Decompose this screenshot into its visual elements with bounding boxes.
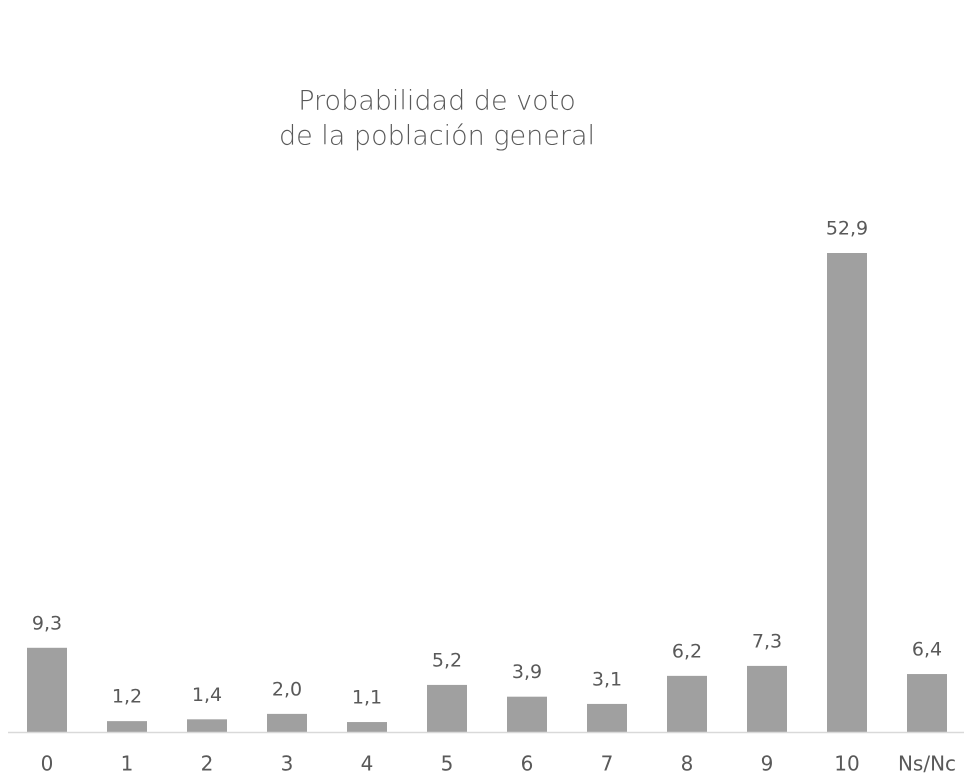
bar <box>107 721 147 732</box>
x-tick-label: 5 <box>441 752 454 775</box>
x-tick-label: 4 <box>361 752 374 775</box>
value-label: 3,9 <box>512 661 542 683</box>
bar <box>667 675 707 732</box>
x-tick-label: Ns/Nc <box>898 752 956 775</box>
bar <box>347 722 387 732</box>
x-tick-label: 8 <box>681 752 694 775</box>
value-label: 5,2 <box>432 649 462 671</box>
x-tick-label: 0 <box>41 752 54 775</box>
x-tick-label: 10 <box>834 752 859 775</box>
bar <box>267 713 307 732</box>
x-tick-label: 9 <box>761 752 774 775</box>
value-label: 1,2 <box>112 686 142 708</box>
bar <box>507 696 547 732</box>
value-label: 7,3 <box>752 630 782 652</box>
bar <box>587 703 627 732</box>
bar <box>827 253 867 732</box>
value-label: 6,2 <box>672 640 702 662</box>
x-tick-label: 3 <box>281 752 294 775</box>
value-label: 6,4 <box>912 639 942 661</box>
x-tick-label: 7 <box>601 752 614 775</box>
value-label: 3,1 <box>592 668 622 690</box>
x-tick-label: 6 <box>521 752 534 775</box>
bar <box>907 674 947 732</box>
value-label: 2,0 <box>272 678 302 700</box>
value-label: 1,1 <box>352 687 382 709</box>
bar <box>27 647 67 732</box>
chart-title: de la población general <box>279 121 595 152</box>
bar <box>187 719 227 732</box>
chart-title: Probabilidad de voto <box>298 86 576 117</box>
value-label: 52,9 <box>826 218 868 240</box>
bar <box>747 665 787 732</box>
bar <box>427 684 467 732</box>
x-tick-label: 2 <box>201 752 214 775</box>
x-tick-label: 1 <box>121 752 134 775</box>
value-label: 9,3 <box>32 612 62 634</box>
value-label: 1,4 <box>192 684 222 706</box>
